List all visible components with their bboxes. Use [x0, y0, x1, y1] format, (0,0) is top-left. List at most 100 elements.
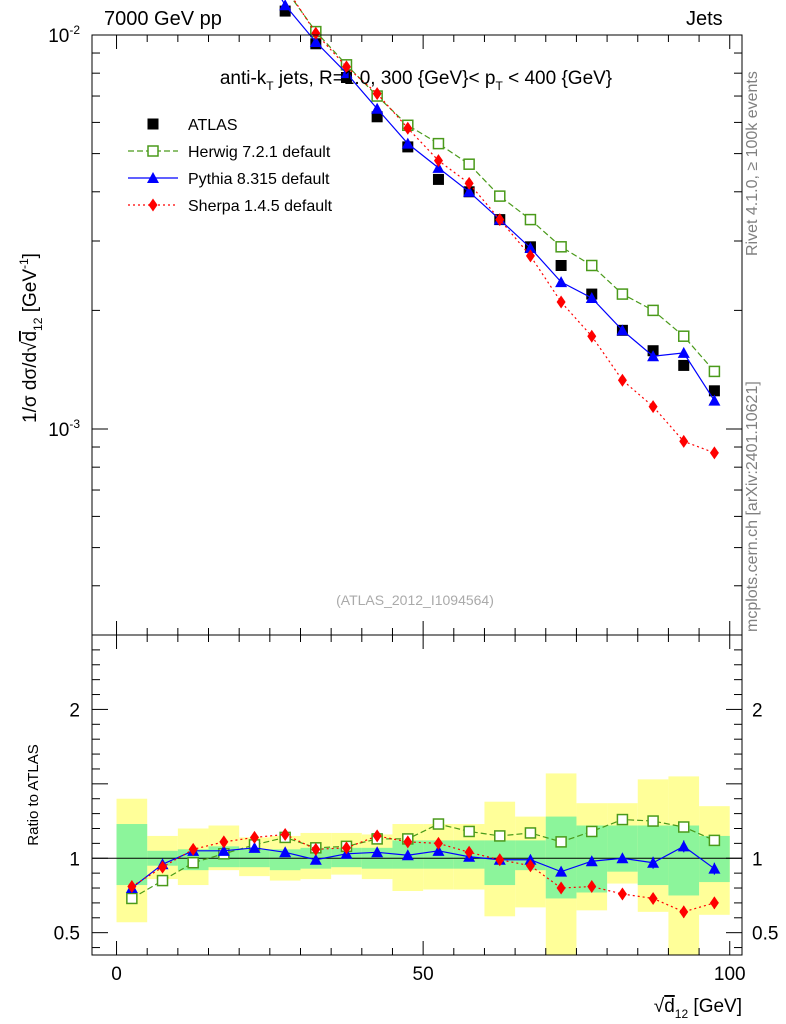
ratio-series: [125, 813, 721, 919]
ratio-point: [525, 859, 535, 873]
x-tick-label: 100: [714, 964, 746, 985]
series-line: [293, 0, 715, 454]
data-point: [555, 276, 568, 288]
data-point: [372, 87, 382, 101]
y-tick-label: 10-2: [48, 23, 80, 47]
data-point: [432, 137, 445, 150]
ratio-point: [156, 874, 169, 887]
ratio-point: [219, 835, 229, 849]
ratio-point: [556, 881, 566, 895]
data-point: [371, 111, 383, 123]
ratio-point: [494, 830, 506, 842]
ratio-point: [188, 842, 198, 856]
ratio-point: [555, 865, 568, 877]
main-axes: 10-110-210-3: [48, 23, 742, 636]
data-point: [525, 249, 535, 263]
data-point: [616, 324, 629, 336]
y-tick-label: 0.5: [54, 924, 80, 945]
x-tick-label: 50: [413, 964, 434, 985]
ratio-point: [372, 829, 382, 843]
ratio-point: [248, 841, 261, 853]
ratio-point: [647, 815, 659, 827]
legend-marker: [148, 198, 158, 212]
data-point: [708, 365, 721, 378]
ratio-point: [311, 842, 321, 856]
ratio-point: [677, 840, 690, 852]
data-point: [585, 292, 598, 304]
data-point: [556, 295, 566, 309]
ratio-xlabel: √d12 [GeV]: [654, 996, 742, 1021]
ratio-point: [403, 835, 413, 849]
ratio-point: [127, 880, 137, 894]
stat-band: [637, 825, 669, 886]
data-point: [432, 173, 444, 185]
legend-label: Sherpa 1.4.5 default: [188, 198, 333, 215]
header-right: Jets: [686, 8, 723, 30]
ratio-series-line: [131, 845, 715, 889]
ratio-ylabel: Ratio to ATLAS: [25, 744, 42, 845]
y-tick-label: 1: [69, 849, 80, 870]
main-ylabel: 1/σ dσ/d√d12 [GeV-1]: [17, 253, 45, 423]
header-left: 7000 GeV pp: [104, 8, 222, 30]
ratio-point: [708, 862, 721, 874]
ratio-point: [586, 825, 598, 838]
data-point: [279, 0, 292, 11]
data-point: [647, 350, 660, 362]
ratio-point: [679, 905, 689, 919]
main-series: [279, 0, 721, 460]
data-point: [311, 26, 321, 40]
data-point: [463, 158, 475, 170]
ratio-point: [280, 827, 290, 841]
ratio-point: [217, 844, 230, 856]
data-point: [495, 213, 505, 227]
stat-band: [607, 825, 638, 872]
data-point: [403, 121, 413, 135]
data-point: [616, 288, 629, 300]
data-point: [494, 190, 506, 202]
ratio-point: [279, 846, 292, 858]
data-point: [463, 185, 476, 197]
legend-label: Pythia 8.315 default: [188, 171, 330, 188]
ratio-point: [709, 896, 719, 910]
y-tick-label: 2: [69, 700, 80, 721]
ratio-point: [647, 856, 660, 868]
data-point: [371, 102, 384, 114]
data-point: [708, 394, 721, 406]
data-point: [341, 60, 351, 74]
data-point: [709, 446, 719, 460]
ratio-point: [616, 813, 629, 826]
series-line: [281, 0, 715, 401]
ratio-point: [524, 827, 537, 839]
data-point: [555, 259, 567, 271]
data-point: [433, 154, 443, 168]
ratio-point: [433, 836, 443, 850]
ratio-point: [187, 856, 199, 869]
ratio-point: [432, 844, 445, 856]
data-point: [401, 137, 414, 149]
ratio-point: [371, 846, 384, 858]
data-point: [708, 385, 720, 397]
legend: ATLAS Herwig 7.2.1 default Pythia 8.315 de…: [128, 117, 333, 215]
data-point: [617, 373, 627, 387]
data-point: [677, 330, 690, 342]
ratio-point: [495, 853, 505, 867]
legend-label: Herwig 7.2.1 default: [188, 144, 331, 161]
data-point: [279, 5, 291, 17]
ratio-axes: 0 50 100 0.5 0.5 1 1 2 2: [54, 635, 778, 985]
ratio-point: [616, 852, 629, 864]
data-point: [432, 161, 445, 173]
ratio-point: [309, 853, 322, 865]
y-tick-label: 0.5: [752, 924, 778, 945]
data-point: [678, 359, 690, 371]
main-title: anti-kT jets, R=1.0, 300 {GeV}< pT < 400…: [220, 68, 612, 93]
ratio-point: [464, 845, 474, 859]
ratio-point: [126, 892, 138, 905]
data-point: [679, 434, 689, 448]
ratio-point: [677, 821, 690, 833]
ratio-panel: 0 50 100 0.5 0.5 1 1 2 2 Ratio to ATLAS √d12 [Ge…: [25, 634, 778, 1021]
data-point: [586, 259, 598, 272]
x-tick-label: 0: [111, 964, 122, 985]
stat-band: [668, 825, 700, 896]
data-point: [647, 304, 659, 317]
ratio-point: [648, 891, 658, 905]
